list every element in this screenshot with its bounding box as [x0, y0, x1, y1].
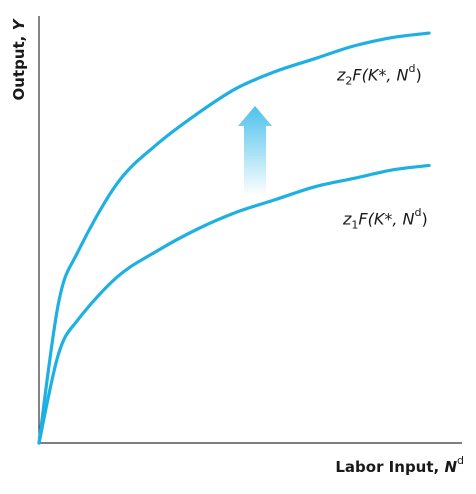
y-axis-label: Output, Y	[10, 0, 34, 120]
curve-label-z2: z2F(K*, Nd)	[337, 62, 422, 88]
x-axis-label-text: Labor Input, Nd	[335, 454, 464, 476]
series-line-z1	[37, 163, 431, 445]
shift-arrow	[238, 106, 272, 196]
axes	[38, 16, 462, 444]
y-axis-label-text: Output, Y	[10, 19, 28, 101]
shift-arrow-shape	[238, 106, 272, 196]
x-axis-label: Labor Input, Nd	[335, 454, 464, 476]
series-line-z2	[37, 31, 431, 445]
curve-label-z1: z1F(K*, Nd)	[343, 206, 428, 232]
series-layer	[37, 31, 431, 445]
